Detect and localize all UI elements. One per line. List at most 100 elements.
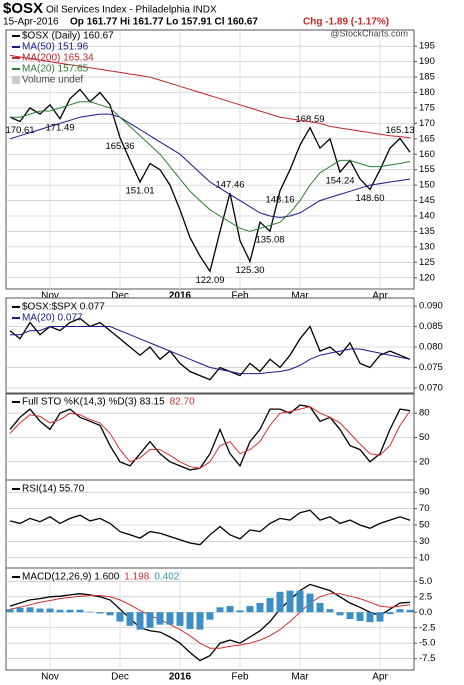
y-tick-label: 0.080 bbox=[419, 342, 443, 353]
histogram-bar bbox=[336, 612, 344, 616]
histogram-bar bbox=[126, 612, 134, 626]
y-tick-label: 90 bbox=[419, 487, 430, 498]
legend-label: MA(200) 165.34 bbox=[22, 53, 94, 64]
y-tick-label: 180 bbox=[419, 87, 435, 98]
histogram-bar bbox=[366, 612, 374, 623]
panel-frame bbox=[5, 567, 415, 671]
x-tick-label: Nov bbox=[41, 291, 59, 302]
value-label: 148.60 bbox=[355, 193, 384, 204]
y-tick-label: 185 bbox=[419, 72, 435, 83]
x-tick-label: 2016 bbox=[169, 291, 192, 302]
histogram-bar bbox=[116, 612, 124, 622]
value-label: 122.09 bbox=[195, 275, 224, 286]
annotation: Volume undef bbox=[22, 75, 83, 86]
y-tick-label: 155 bbox=[419, 164, 435, 175]
y-tick-label: 80 bbox=[419, 408, 430, 419]
value-label: 165.13 bbox=[385, 125, 414, 136]
legend-label: Full STO %K(14,3) %D(3) 83.15 bbox=[22, 397, 165, 408]
y-tick-label: -5.0 bbox=[419, 638, 435, 649]
histogram-bar bbox=[56, 609, 64, 613]
histogram-bar bbox=[176, 612, 184, 626]
series-line bbox=[9, 583, 411, 662]
symbol: $OSX bbox=[3, 0, 43, 17]
histogram-bar bbox=[166, 612, 174, 625]
y-tick-label: 20 bbox=[419, 456, 430, 467]
y-tick-label: 140 bbox=[419, 211, 435, 222]
legend-label: MA(20) 0.077 bbox=[22, 313, 83, 324]
legend-swatch bbox=[12, 76, 20, 84]
histogram-bar bbox=[266, 598, 274, 613]
value-label: 170.61 bbox=[5, 125, 34, 136]
y-tick-label: -7.5 bbox=[419, 653, 435, 664]
histogram-bar bbox=[186, 612, 194, 629]
y-tick-label: 30 bbox=[419, 536, 430, 547]
histogram-bar bbox=[386, 612, 394, 615]
y-tick-label: 160 bbox=[419, 149, 435, 160]
x-tick-label: Feb bbox=[231, 291, 249, 302]
value-label: 147.46 bbox=[215, 179, 244, 190]
series-line bbox=[10, 326, 411, 375]
histogram-bar bbox=[286, 590, 294, 613]
y-tick-label: 165 bbox=[419, 133, 435, 144]
y-tick-label: 150 bbox=[419, 180, 435, 191]
watermark: @StockCharts.com bbox=[330, 28, 408, 38]
histogram-bar bbox=[6, 609, 14, 613]
x-tick-label: Mar bbox=[291, 672, 309, 683]
series-line bbox=[9, 317, 411, 381]
value-label: 168.59 bbox=[295, 114, 324, 125]
change: Chg -1.89 (-1.17%) bbox=[303, 17, 389, 28]
panel-frame bbox=[5, 29, 415, 290]
histogram-bar bbox=[196, 612, 204, 630]
y-tick-label: 0.090 bbox=[419, 301, 443, 312]
y-tick-label: 190 bbox=[419, 56, 435, 67]
series-line bbox=[9, 88, 411, 273]
legend-label: MA(20) 157.65 bbox=[22, 64, 89, 75]
legend-label: $OSX:$SPX 0.077 bbox=[22, 302, 105, 313]
y-tick-label: 135 bbox=[419, 226, 435, 237]
value-label: 171.49 bbox=[45, 122, 74, 133]
histogram-bar bbox=[376, 612, 384, 622]
y-tick-label: 125 bbox=[419, 257, 435, 268]
y-tick-label: 5.0 bbox=[419, 576, 432, 587]
date: 15-Apr-2016 bbox=[3, 17, 59, 28]
histogram-bar bbox=[396, 609, 404, 613]
y-tick-label: 145 bbox=[419, 195, 435, 206]
y-tick-label: 130 bbox=[419, 241, 435, 252]
histogram-bar bbox=[156, 612, 164, 625]
histogram-bar bbox=[16, 607, 24, 613]
quote: Op 161.77 Hi 161.77 Lo 157.91 Cl 160.67 bbox=[70, 17, 258, 28]
y-tick-label: 0.0 bbox=[419, 607, 432, 618]
histogram-bar bbox=[66, 609, 74, 613]
x-tick-label: Feb bbox=[231, 672, 249, 683]
histogram-bar bbox=[76, 609, 84, 613]
x-tick-label: Nov bbox=[41, 672, 59, 683]
histogram-bar bbox=[106, 612, 114, 616]
x-tick-label: Apr bbox=[372, 291, 388, 302]
histogram-bar bbox=[86, 611, 94, 613]
series-line bbox=[9, 593, 411, 649]
histogram-bar bbox=[26, 607, 34, 613]
x-tick-label: Dec bbox=[111, 291, 129, 302]
legend-label: MACD(12,26,9) 1.600 bbox=[22, 572, 120, 583]
y-tick-label: 0.085 bbox=[419, 321, 443, 332]
series-line bbox=[9, 406, 411, 469]
histogram-bar bbox=[246, 606, 254, 613]
legend-label: 0.402 bbox=[154, 572, 179, 583]
histogram-bar bbox=[236, 610, 244, 613]
histogram-bar bbox=[326, 609, 334, 613]
legend-label: $OSX (Daily) 160.67 bbox=[22, 31, 114, 42]
histogram-bar bbox=[206, 612, 214, 620]
x-tick-label: 2016 bbox=[169, 672, 192, 683]
histogram-bar bbox=[296, 590, 304, 613]
y-tick-label: 2.5 bbox=[419, 591, 432, 602]
series-line bbox=[9, 113, 411, 219]
y-tick-label: 10 bbox=[419, 552, 430, 563]
histogram-bar bbox=[276, 591, 284, 613]
y-tick-label: 50 bbox=[419, 520, 430, 531]
y-tick-label: 120 bbox=[419, 272, 435, 283]
y-tick-label: 170 bbox=[419, 118, 435, 129]
histogram-bar bbox=[346, 612, 354, 620]
index-name: Oil Services Index - Philadelphia INDX bbox=[46, 5, 217, 16]
